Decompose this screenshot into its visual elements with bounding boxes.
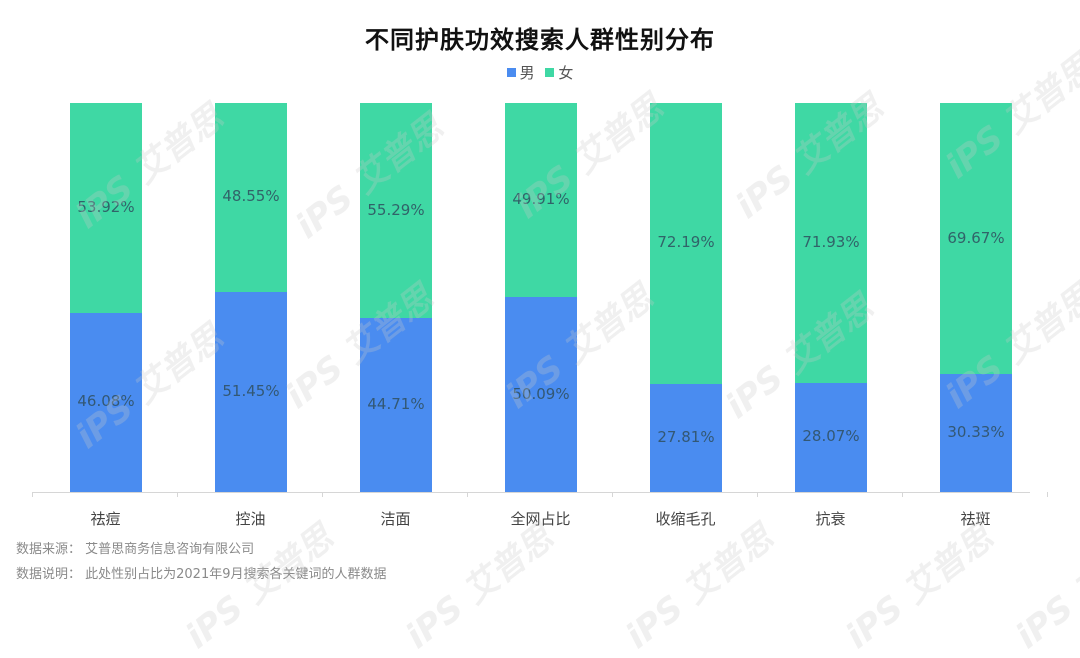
data-label-female: 55.29%	[367, 200, 425, 219]
bar-group[interactable]: 69.67% 30.33%	[940, 103, 1012, 492]
bar-group[interactable]: 71.93% 28.07%	[795, 103, 867, 492]
bar-segment-male[interactable]: 28.07%	[795, 382, 867, 492]
data-label-female: 72.19%	[657, 233, 715, 252]
bar-group[interactable]: 48.55% 51.45%	[215, 103, 287, 492]
data-label-male: 51.45%	[222, 381, 280, 400]
x-axis-category-label: 抗衰	[815, 510, 846, 528]
legend-item-male[interactable]: 男	[506, 62, 535, 83]
data-label-female: 53.92%	[77, 197, 135, 216]
bar-segment-female[interactable]: 72.19%	[650, 103, 722, 384]
bar-segment-female[interactable]: 71.93%	[795, 103, 867, 383]
x-axis-category-label: 洁面	[380, 510, 411, 528]
data-label-female: 69.67%	[947, 228, 1005, 247]
x-axis-tick	[322, 492, 323, 497]
bar-segment-male[interactable]: 30.33%	[940, 374, 1012, 492]
footnote-source: 数据来源： 艾普思商务信息咨询有限公司	[16, 542, 255, 557]
data-label-male: 44.71%	[367, 395, 425, 414]
data-label-male: 28.07%	[802, 427, 860, 446]
data-label-female: 49.91%	[512, 190, 570, 209]
data-label-male: 50.09%	[512, 384, 570, 403]
x-axis-tick	[32, 492, 33, 497]
bar-segment-female[interactable]: 55.29%	[360, 103, 432, 319]
chart-legend: 男 女	[0, 62, 1080, 83]
legend-swatch-female	[545, 68, 555, 77]
legend-swatch-male	[506, 68, 516, 77]
x-axis-category-label: 全网占比	[510, 510, 571, 528]
x-axis-line	[33, 492, 1030, 493]
data-label-male: 46.08%	[77, 392, 135, 411]
bar-segment-male[interactable]: 50.09%	[505, 297, 577, 492]
legend-label-female: 女	[558, 64, 574, 82]
legend-item-female[interactable]: 女	[545, 62, 573, 83]
x-axis-category-label: 收缩毛孔	[655, 510, 716, 528]
x-axis-tick	[902, 492, 903, 497]
data-label-male: 27.81%	[657, 427, 715, 446]
x-axis-tick	[612, 492, 613, 497]
x-axis-tick	[757, 492, 758, 497]
x-axis-category-label: 祛痘	[90, 510, 121, 528]
bar-segment-female[interactable]: 53.92%	[70, 103, 142, 313]
chart-title: 不同护肤功效搜索人群性别分布	[365, 26, 715, 54]
bar-group[interactable]: 49.91% 50.09%	[505, 103, 577, 492]
x-axis-tick	[177, 492, 178, 497]
x-axis-category-label: 祛斑	[960, 510, 991, 528]
footnote-note: 数据说明： 此处性别占比为2021年9月搜索各关键词的人群数据	[16, 567, 387, 582]
bar-segment-female[interactable]: 48.55%	[215, 103, 287, 292]
x-axis-tick	[1047, 492, 1048, 497]
x-axis-category-label: 控油	[235, 510, 266, 528]
bar-segment-male[interactable]: 51.45%	[215, 291, 287, 492]
legend-label-male: 男	[519, 64, 535, 82]
data-label-female: 71.93%	[802, 232, 860, 251]
plot-area: 53.92% 46.08% 祛痘 48.55% 51.45% 控油 55.29% 44.71%…	[32, 103, 1048, 528]
bar-segment-female[interactable]: 69.67%	[940, 103, 1012, 375]
bar-segment-male[interactable]: 46.08%	[70, 312, 142, 492]
bar-segment-male[interactable]: 44.71%	[360, 318, 432, 492]
x-axis-tick	[467, 492, 468, 497]
bar-segment-male[interactable]: 27.81%	[650, 383, 722, 492]
bar-group[interactable]: 53.92% 46.08%	[70, 103, 142, 492]
bar-segment-female[interactable]: 49.91%	[505, 103, 577, 298]
bar-group[interactable]: 55.29% 44.71%	[360, 103, 432, 492]
bar-group[interactable]: 72.19% 27.81%	[650, 103, 722, 492]
data-label-female: 48.55%	[222, 187, 280, 206]
data-label-male: 30.33%	[947, 423, 1005, 441]
